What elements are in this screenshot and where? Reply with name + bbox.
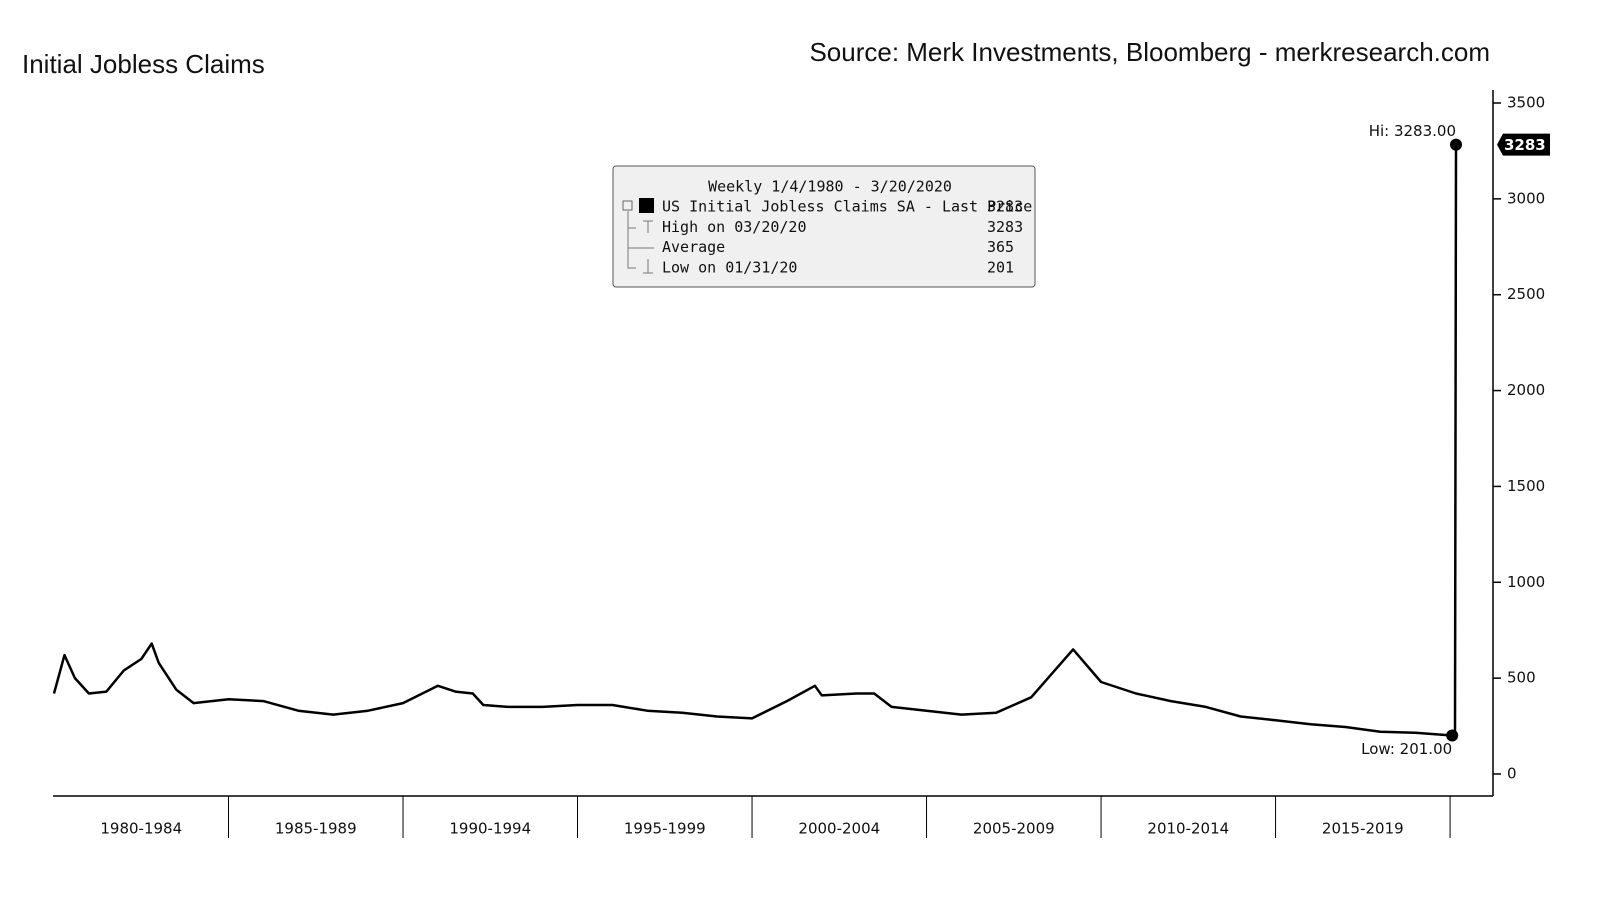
x-tick-label: 1985-1989 bbox=[275, 820, 357, 838]
legend-value: 365 bbox=[987, 238, 1014, 256]
legend-value: 201 bbox=[987, 258, 1014, 276]
legend-label: High on 03/20/20 bbox=[662, 218, 807, 236]
last-price-label: 3283 bbox=[1504, 136, 1546, 154]
legend-collapse bbox=[622, 200, 633, 211]
y-tick-label: 0 bbox=[1507, 765, 1517, 783]
x-tick-label: 1980-1984 bbox=[100, 820, 182, 838]
chart-title: Initial Jobless Claims bbox=[22, 49, 265, 79]
annotation: Low: 201.00 bbox=[1361, 740, 1452, 758]
legend-label: Average bbox=[662, 238, 725, 256]
legend: Weekly 1/4/1980 - 3/20/2020 bbox=[612, 165, 1036, 288]
legend-value: 3283 bbox=[987, 198, 1023, 216]
y-tick-label: 3000 bbox=[1507, 189, 1545, 207]
extreme-marker bbox=[1446, 729, 1459, 742]
y-tick-label: 2000 bbox=[1507, 381, 1545, 399]
legend-box bbox=[612, 165, 1036, 288]
x-tick-label: 2015-2019 bbox=[1322, 820, 1404, 838]
x-tick-label: 2005-2009 bbox=[973, 820, 1055, 838]
extreme-marker bbox=[1450, 138, 1463, 151]
last-price-tag bbox=[1497, 133, 1550, 156]
x-tick-label: 2000-2004 bbox=[798, 820, 880, 838]
series-line bbox=[52, 144, 1458, 737]
legend-value: 3283 bbox=[987, 218, 1023, 236]
y-tick-label: 500 bbox=[1507, 669, 1536, 687]
legend-tree bbox=[627, 211, 654, 274]
y-tick-label: 2500 bbox=[1507, 285, 1545, 303]
x-tick-label: 1995-1999 bbox=[624, 820, 706, 838]
y-tick-label: 1500 bbox=[1507, 477, 1545, 495]
chart-subtitle: Source: Merk Investments, Bloomberg - me… bbox=[809, 37, 1490, 67]
legend-label: US Initial Jobless Claims SA - Last Pric… bbox=[662, 198, 1032, 216]
annotation: Hi: 3283.00 bbox=[1369, 122, 1456, 140]
x-tick-label: 2010-2014 bbox=[1147, 820, 1229, 838]
y-tick-label: 1000 bbox=[1507, 573, 1545, 591]
y-tick-label: 3500 bbox=[1507, 94, 1545, 112]
legend-swatch bbox=[639, 198, 654, 213]
x-tick-label: 1990-1994 bbox=[449, 820, 531, 838]
legend-label: Low on 01/31/20 bbox=[662, 258, 797, 276]
legend-title: Weekly 1/4/1980 - 3/20/2020 bbox=[708, 178, 952, 196]
